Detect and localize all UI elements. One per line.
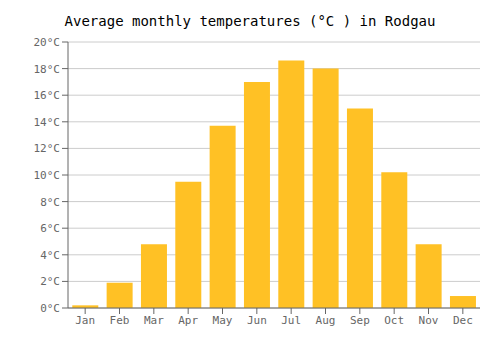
svg-text:10°C: 10°C <box>34 169 61 182</box>
svg-text:Apr: Apr <box>178 314 198 327</box>
svg-text:2°C: 2°C <box>40 275 60 288</box>
svg-text:0°C: 0°C <box>40 302 60 315</box>
svg-text:16°C: 16°C <box>34 89 61 102</box>
svg-text:12°C: 12°C <box>34 142 61 155</box>
svg-text:Dec: Dec <box>453 314 473 327</box>
svg-text:4°C: 4°C <box>40 249 60 262</box>
svg-text:20°C: 20°C <box>34 36 61 49</box>
svg-text:Oct: Oct <box>384 314 404 327</box>
svg-text:Nov: Nov <box>419 314 439 327</box>
svg-text:Jun: Jun <box>247 314 267 327</box>
svg-text:May: May <box>213 314 233 327</box>
svg-text:18°C: 18°C <box>34 63 61 76</box>
svg-text:Aug: Aug <box>316 314 336 327</box>
svg-text:6°C: 6°C <box>40 222 60 235</box>
svg-text:Mar: Mar <box>144 314 164 327</box>
svg-text:Jan: Jan <box>75 314 95 327</box>
svg-text:Sep: Sep <box>350 314 370 327</box>
html-text:Average monthly temperatures (: Average monthly temperatures (°C ) in Ro… <box>64 13 436 29</box>
svg-text:14°C: 14°C <box>34 116 61 129</box>
svg-text:Jul: Jul <box>281 314 301 327</box>
svg-text:8°C: 8°C <box>40 196 60 209</box>
svg-text:Feb: Feb <box>110 314 130 327</box>
